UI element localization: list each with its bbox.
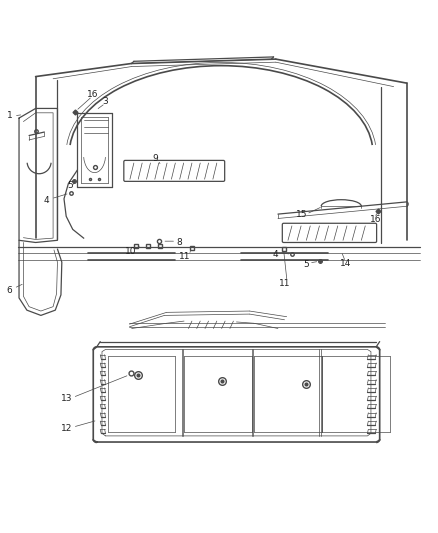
Text: 9: 9 <box>153 154 159 163</box>
Text: 5: 5 <box>67 181 73 190</box>
Text: 15: 15 <box>296 211 308 220</box>
Text: 5: 5 <box>304 260 309 269</box>
Text: 4: 4 <box>44 196 49 205</box>
Text: 6: 6 <box>7 286 12 295</box>
Text: 11: 11 <box>179 252 191 261</box>
Text: 16: 16 <box>370 215 381 224</box>
Text: 14: 14 <box>340 260 351 269</box>
Text: 12: 12 <box>61 424 73 433</box>
Text: 1: 1 <box>7 111 12 120</box>
Text: 13: 13 <box>61 394 73 403</box>
Text: 8: 8 <box>176 238 182 247</box>
Text: 11: 11 <box>279 279 290 288</box>
Text: 4: 4 <box>273 250 279 259</box>
Text: 3: 3 <box>102 97 108 106</box>
Text: 10: 10 <box>125 247 137 256</box>
Text: 16: 16 <box>87 90 98 99</box>
